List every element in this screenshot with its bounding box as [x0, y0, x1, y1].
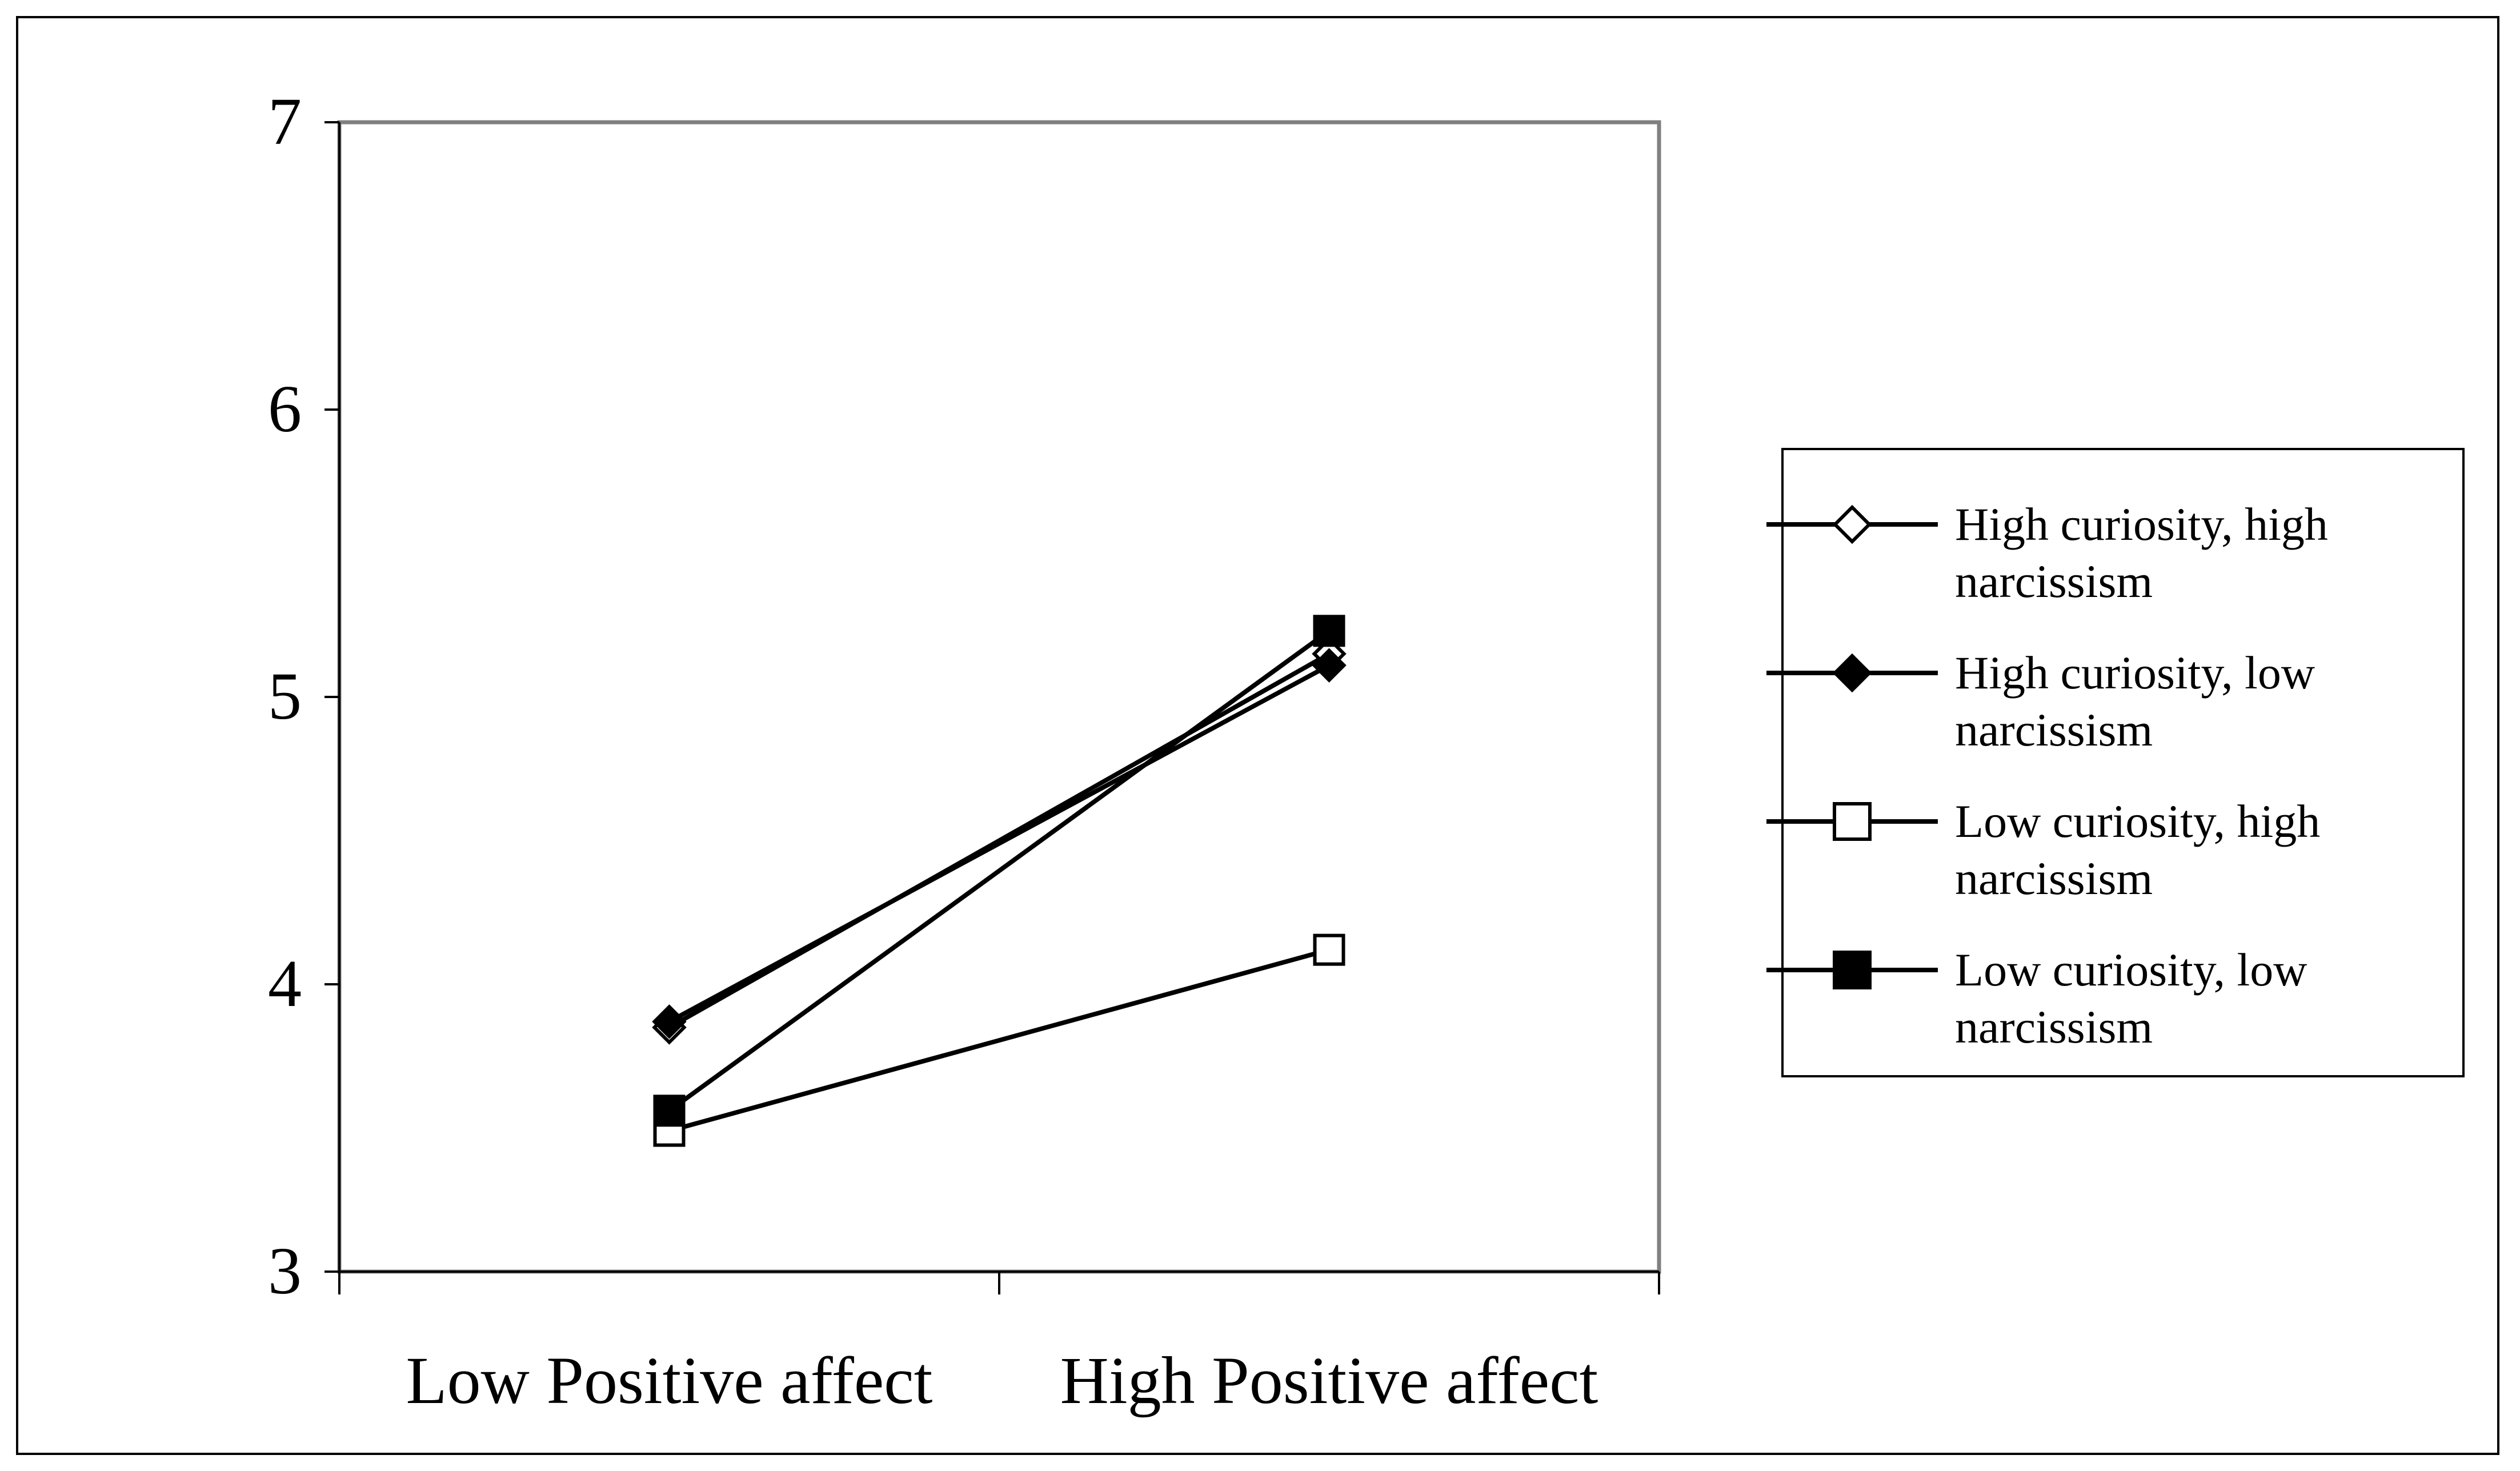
series-2 — [652, 648, 1347, 1039]
x-category-label: Low Positive affect — [406, 1343, 933, 1418]
legend-label: Low curiosity, low narcissism — [1955, 944, 2307, 1053]
line-chart: 3 4 5 6 7 Low Positive affect High Positive af… — [268, 84, 1661, 1418]
legend-swatch — [1766, 504, 1938, 544]
legend-entry: High curiosity, high narcissism — [1766, 496, 2467, 622]
legend-entry: High curiosity, low narcissism — [1766, 644, 2467, 770]
series-4 — [653, 615, 1345, 1127]
legend-label: Low curiosity, high narcissism — [1955, 795, 2321, 904]
y-tick-label: 7 — [268, 84, 302, 159]
data-point — [1313, 615, 1345, 647]
y-tick-label: 6 — [268, 371, 302, 446]
data-point — [652, 1004, 687, 1039]
legend: High curiosity, high narcissism High curi… — [1766, 448, 2467, 1077]
x-category-label: High Positive affect — [1060, 1343, 1598, 1418]
legend-marker — [1833, 951, 1872, 989]
y-tick-label: 5 — [268, 659, 302, 734]
legend-marker — [1832, 504, 1872, 544]
series-line — [668, 652, 1331, 1029]
legend-entry: Low curiosity, low narcissism — [1766, 941, 2467, 1067]
y-tick-label: 3 — [268, 1233, 302, 1308]
data-point — [1312, 648, 1347, 683]
legend-swatch — [1766, 802, 1938, 841]
data-point — [653, 1095, 686, 1127]
series-line — [668, 629, 1331, 1113]
legend-swatch — [1766, 951, 1938, 989]
y-tick-label: 4 — [268, 946, 302, 1021]
figure-frame: 3 4 5 6 7 Low Positive affect High Positive af… — [16, 16, 2499, 1455]
plot-area — [337, 120, 1661, 1274]
legend-label: High curiosity, high narcissism — [1955, 498, 2328, 607]
legend-swatch — [1766, 653, 1938, 693]
legend-label: High curiosity, low narcissism — [1955, 647, 2315, 756]
series-line — [668, 947, 1330, 1133]
legend-marker — [1832, 653, 1872, 693]
data-point — [1313, 933, 1345, 966]
legend-marker — [1833, 802, 1872, 841]
legend-entry: Low curiosity, high narcissism — [1766, 793, 2467, 919]
series-line — [668, 663, 1331, 1024]
